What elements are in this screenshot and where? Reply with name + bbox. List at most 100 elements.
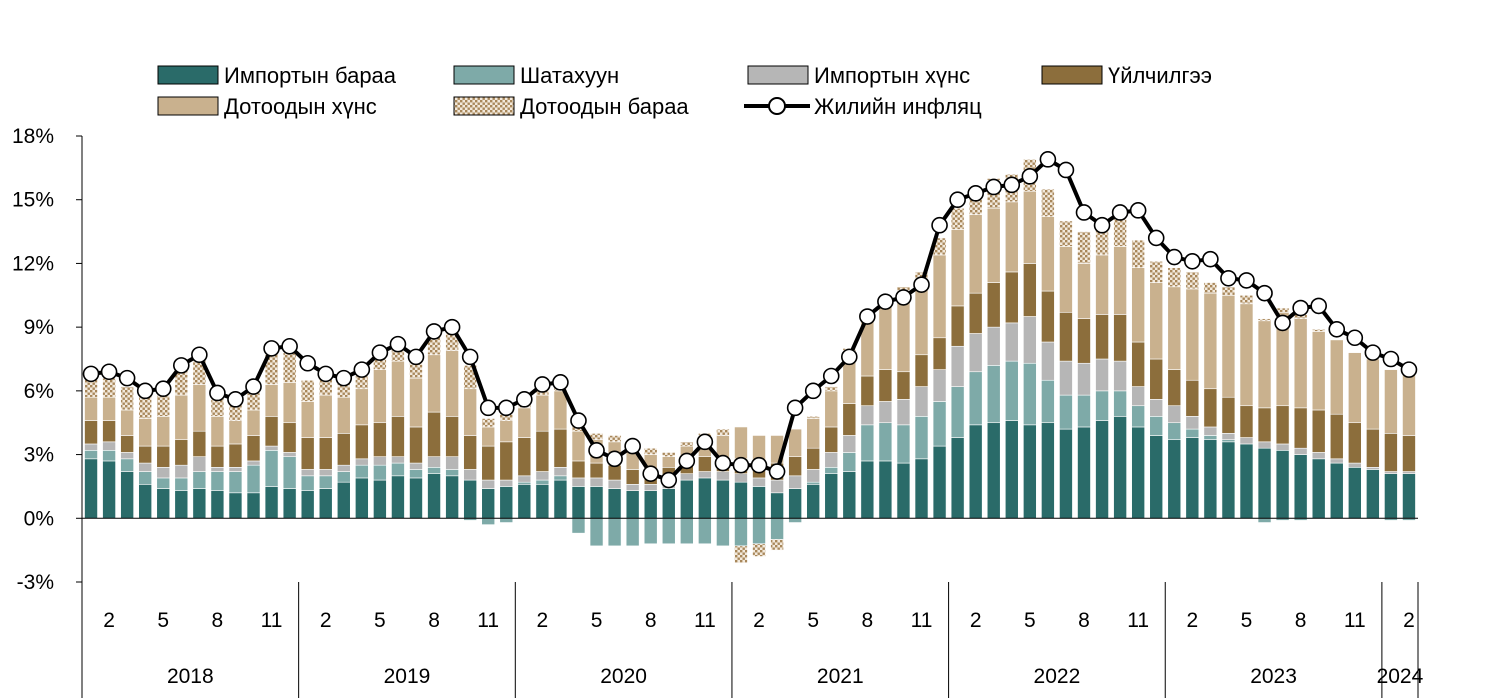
bar-segment-series-2	[174, 464, 189, 479]
bar-segment-series-4	[1293, 318, 1308, 409]
bar-segment-series-3	[84, 420, 98, 445]
y-tick-label: 12%	[12, 252, 54, 275]
bar-segment-series-4	[788, 428, 802, 457]
inflation-point	[479, 399, 497, 417]
bar-segment-series-2	[246, 460, 261, 466]
inflation-point	[425, 323, 443, 340]
bar-segment-series-3	[1131, 341, 1145, 387]
bar-segment-series-4	[409, 377, 423, 428]
bar-segment-series-2	[752, 477, 766, 487]
bar-segment-series-4	[499, 420, 514, 443]
bar-segment-series-2	[102, 441, 116, 451]
bar-segment-series-3	[986, 282, 1001, 328]
inflation-point	[407, 348, 425, 366]
bar-segment-series-2	[373, 456, 387, 466]
bar-segment-series-1	[102, 450, 116, 462]
bar-segment-series-1	[806, 481, 820, 485]
bar-segment-series-1	[950, 386, 965, 438]
bar-segment-series-4	[192, 384, 207, 432]
bar-segment-series-2	[318, 469, 333, 477]
inflation-point	[118, 369, 136, 387]
bar-segment-series-0	[1239, 443, 1254, 519]
bar-segment-series-0	[192, 488, 207, 519]
y-tick-label: 0%	[24, 507, 54, 530]
bar-segment-series-0	[698, 477, 712, 519]
bar-segment-series-3	[445, 416, 459, 457]
bar-segment-series-3	[409, 426, 423, 464]
x-tick-month: 2	[1186, 609, 1198, 632]
bar-segment-series-2	[1131, 386, 1145, 407]
bar-segment-series-3	[950, 305, 965, 347]
bar-segment-series-1	[1131, 405, 1145, 428]
bar-segment-series-0	[896, 462, 911, 519]
inflation-point	[1093, 216, 1111, 234]
bar-segment-series-2	[1293, 447, 1308, 455]
bar-segment-series-4	[1149, 282, 1164, 360]
bar-segment-series-4	[517, 407, 532, 438]
bar-segment-series-3	[336, 433, 351, 466]
bar-segment-series-1	[1257, 517, 1272, 523]
bar-segment-series-1	[589, 517, 604, 547]
bar-segment-series-2	[589, 477, 604, 487]
bar-segment-series-1	[824, 467, 839, 474]
bar-segment-series-1	[878, 422, 893, 462]
inflation-point	[1202, 250, 1219, 268]
bar-segment-series-0	[571, 486, 586, 519]
bar-segment-series-2	[355, 458, 369, 466]
bar-segment-series-1	[553, 475, 568, 481]
bar-segment-series-3	[1402, 435, 1416, 472]
bar-segment-series-2	[896, 399, 911, 426]
bar-segment-series-0	[806, 484, 820, 519]
bar-segment-series-2	[463, 469, 477, 481]
bar-segment-series-1	[1149, 416, 1164, 436]
bar-segment-series-3	[535, 430, 550, 472]
x-tick-month: 5	[1241, 609, 1253, 632]
bar-segment-series-0	[210, 490, 225, 519]
x-tick-month: 11	[911, 609, 933, 632]
inflation-point	[1021, 168, 1039, 185]
bar-segment-series-2	[1023, 316, 1037, 364]
bar-segment-series-3	[499, 441, 514, 481]
bar-segment-series-0	[1329, 462, 1344, 519]
bar-segment-series-1	[84, 450, 98, 460]
bar-segment-series-1	[517, 481, 532, 485]
bar-segment-series-4	[932, 254, 947, 339]
inflation-point	[497, 399, 515, 417]
bar-segment-series-0	[1185, 437, 1200, 519]
bar-segment-series-0	[1077, 426, 1091, 519]
inflation-point	[1184, 253, 1201, 270]
inflation-point	[1039, 151, 1057, 168]
x-tick-month: 8	[212, 609, 224, 632]
inflation-point	[100, 363, 118, 381]
inflation-point	[209, 384, 226, 402]
bar-segment-series-2	[1041, 341, 1055, 381]
x-tick-month: 8	[428, 609, 440, 632]
bar-segment-series-2	[1366, 467, 1380, 470]
bar-segment-series-3	[156, 445, 171, 468]
bar-segment-series-5	[824, 386, 839, 392]
x-tick-year: 2022	[1034, 665, 1081, 688]
x-tick-year: 2019	[384, 665, 431, 688]
bar-segment-series-2	[1239, 437, 1254, 445]
bar-segment-series-2	[282, 452, 297, 457]
inflation-point	[588, 442, 605, 459]
bar-segment-series-4	[1384, 369, 1398, 434]
bar-segment-series-2	[950, 345, 965, 387]
bar-segment-series-1	[896, 424, 911, 464]
bar-segment-series-4	[661, 456, 676, 468]
bar-segment-series-2	[716, 471, 730, 481]
x-tick-month: 5	[374, 609, 386, 632]
x-tick-month: 5	[1024, 609, 1036, 632]
bar-segment-series-1	[1095, 390, 1109, 421]
bar-segment-series-3	[192, 430, 207, 457]
bar-segment-series-0	[445, 475, 459, 519]
bar-segment-series-3	[1004, 271, 1019, 324]
inflation-point	[660, 471, 678, 489]
inflation-point	[335, 369, 353, 387]
bar-segment-series-1	[391, 462, 405, 477]
bar-segment-series-1	[932, 401, 947, 447]
bar-segment-series-3	[860, 375, 875, 407]
bar-segment-series-2	[336, 464, 351, 472]
bar-segment-series-4	[1185, 288, 1200, 381]
x-tick-month: 5	[591, 609, 603, 632]
